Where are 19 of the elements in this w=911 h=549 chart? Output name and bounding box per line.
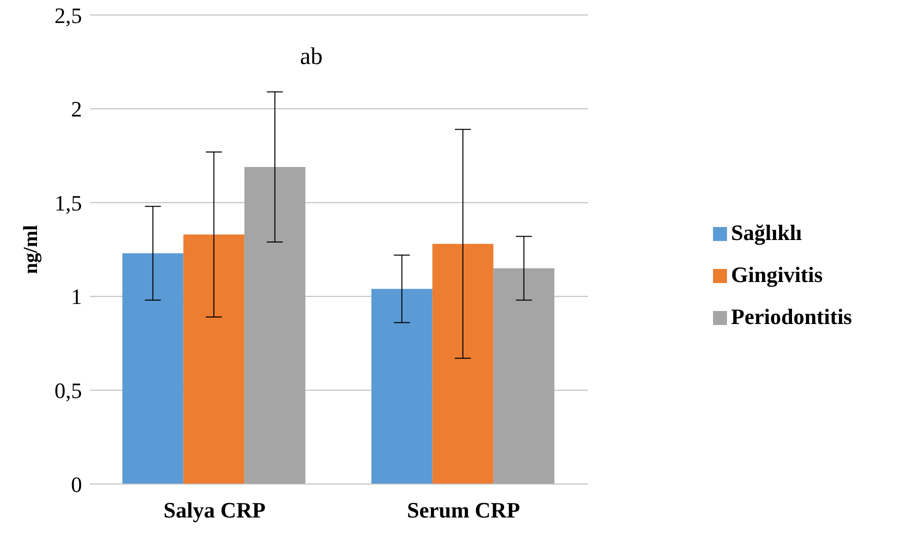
legend-label: Sağlıklı <box>731 220 802 244</box>
y-axis-title: ng/ml <box>20 224 42 274</box>
annotation: ab <box>300 44 323 71</box>
y-tick-label: 0,5 <box>54 378 82 404</box>
legend-label: Periodontitis <box>731 304 852 328</box>
bar <box>244 166 306 484</box>
bar <box>493 268 554 484</box>
y-tick-label: 1,5 <box>54 190 82 216</box>
y-tick-label: 2 <box>71 96 82 122</box>
y-tick-label: 0 <box>71 472 82 497</box>
y-tick-label: 2,5 <box>54 2 82 28</box>
bar <box>371 288 432 484</box>
bar <box>432 244 494 484</box>
x-tick-label: Serum CRP <box>406 498 520 523</box>
bar <box>122 253 184 484</box>
bar <box>183 234 244 484</box>
y-tick-label: 1 <box>71 284 82 310</box>
legend-label: Gingivitis <box>731 262 823 286</box>
x-tick-label: Salya CRP <box>163 498 266 523</box>
